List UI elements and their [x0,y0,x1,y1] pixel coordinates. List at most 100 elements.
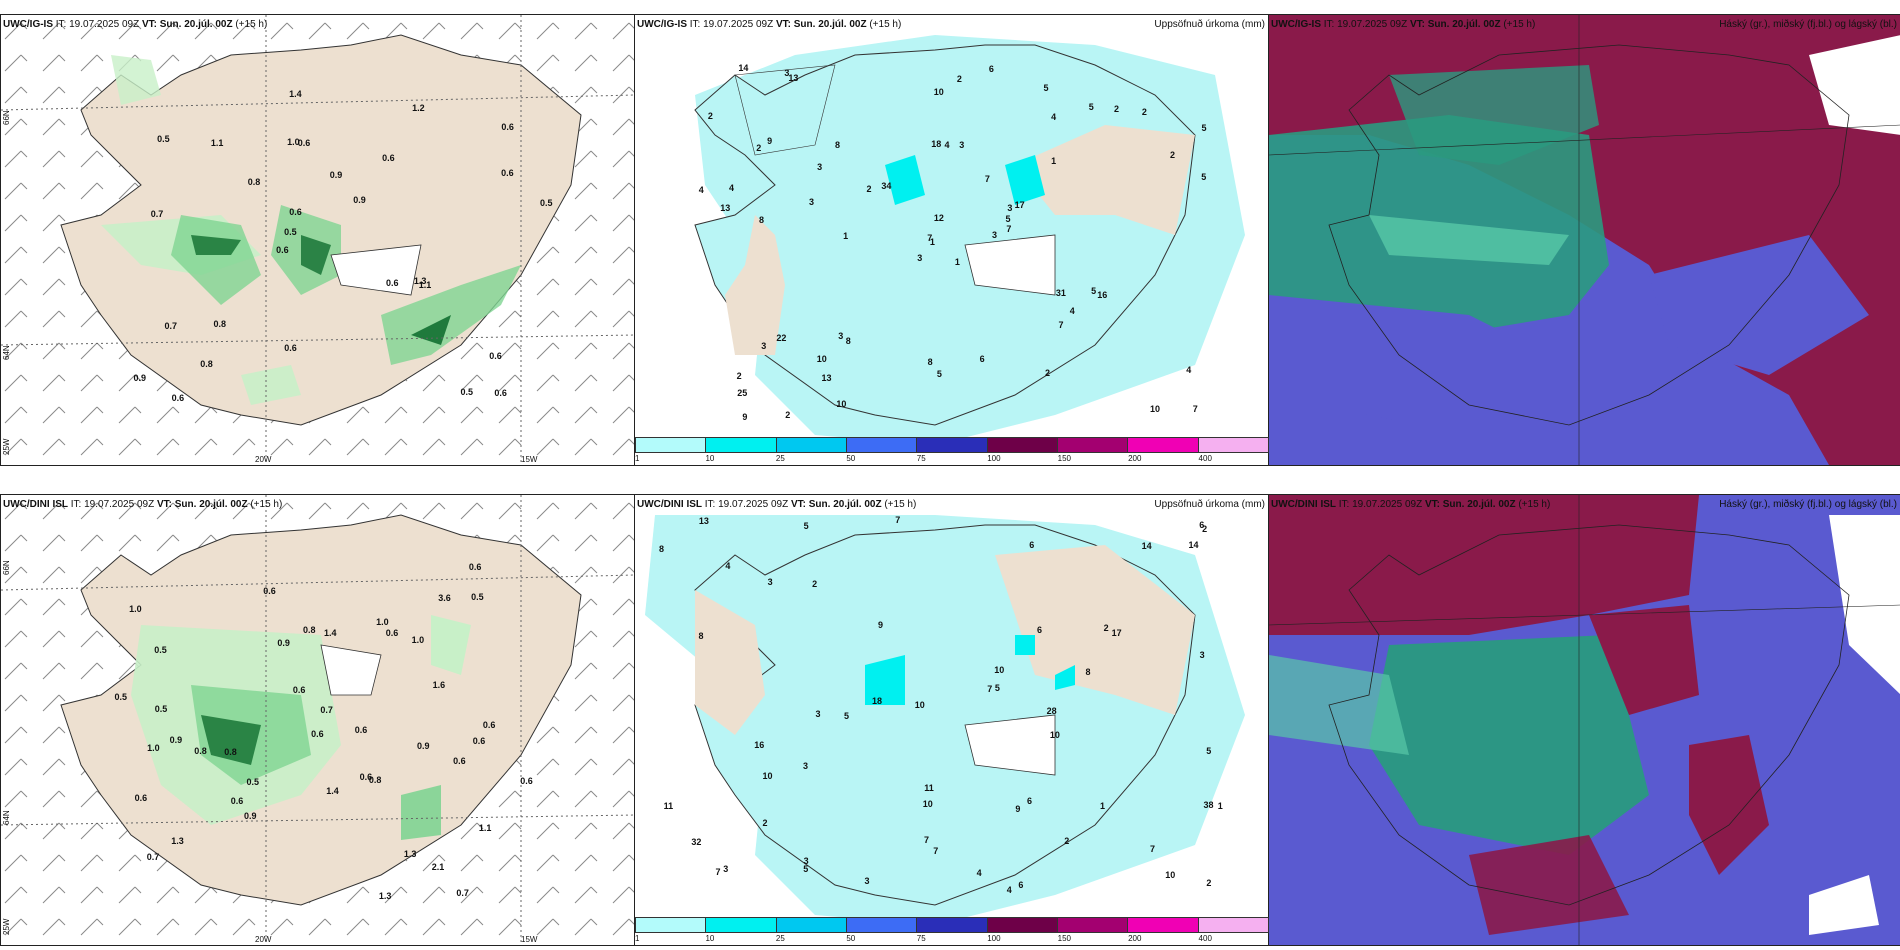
map-value-label: 0.9 [244,810,257,821]
map-value-label: 1.0 [376,616,389,627]
map-value-label: 1.3 [378,891,392,902]
map-value-label: 0.6 [385,628,399,639]
wind-map [1,495,635,945]
map-value-label: 2 [762,818,768,829]
map-value-label: 10 [933,87,944,98]
map-value-label: 0.6 [311,729,324,739]
map-value-label: 5 [844,711,850,722]
map-value-label: 9 [1015,804,1021,815]
map-value-label: 5 [1201,171,1207,182]
map-value-label: 1.3 [171,836,184,847]
wind-map-panel-bottom: UWC/DINI ISL IT: 19.07.2025 09Z VT: Sun.… [0,494,636,946]
colorbar-tick: 400 [1198,934,1212,943]
map-value-label: 3 [917,253,923,264]
map-value-label: 2 [1103,622,1109,633]
map-value-label: 3.6 [438,592,451,603]
map-value-label: 1 [843,230,849,241]
map-value-label: 4 [698,184,704,195]
map-value-label: 3 [784,68,790,79]
map-value-label: 7 [1058,320,1064,331]
precip-map-panel-top: UWC/IG-IS IT: 19.07.2025 09Z VT: Sun. 20… [634,14,1270,466]
map-value-label: 10 [994,665,1005,676]
precip-map-panel-bottom: UWC/DINI ISL IT: 19.07.2025 09Z VT: Sun.… [634,494,1270,946]
colorbar-swatch [845,437,917,453]
map-value-label: 0.9 [416,740,430,751]
map-value-label: 2 [1206,878,1212,889]
colorbar-tick: 400 [1198,454,1212,463]
colorbar-tick: 75 [916,454,926,463]
colorbar-tick: 25 [775,454,785,463]
map-value-label: 3 [864,876,870,887]
map-value-label: 3 [767,577,773,588]
map-value-label: 7 [895,515,901,526]
map-value-label: 0.6 [494,387,507,398]
map-value-label: 31 [1055,287,1066,298]
map-value-label: 5 [1201,123,1207,134]
map-value-label: 1.3 [403,848,417,859]
colorbar-swatch [916,437,987,453]
colorbar-swatch [635,917,706,933]
map-value-label: 7 [1149,844,1155,855]
colorbar-swatch [845,917,917,933]
colorbar-swatch [705,437,776,453]
map-value-label: 5 [1005,213,1011,224]
colorbar-swatch [705,917,776,933]
colorbar-swatch [986,917,1057,933]
map-value-label: 10 [1149,403,1160,414]
map-value-label: 16 [754,740,765,751]
wind-map-panel-top: UWC/IG-IS IT: 19.07.2025 09Z VT: Sun. 20… [0,14,636,466]
map-value-label: 3 [803,761,809,772]
map-value-label: 0.5 [154,704,168,715]
map-value-label: 2 [1044,368,1050,379]
lon-label-15w: 15W [521,455,538,464]
lat-label-66n: 66N [2,110,11,125]
colorbar-tick: 100 [987,934,1001,943]
lat-label-25w: 25W [2,918,11,935]
lat-label-64n: 64N [2,810,11,825]
colorbar-swatch [1197,917,1269,933]
colorbar-tick: 150 [1057,454,1072,463]
map-value-label: 0.8 [247,177,261,188]
colorbar-tick: 50 [846,934,856,943]
map-value-label: 0.9 [133,372,146,383]
map-value-label: 3 [803,856,809,867]
map-value-label: 0.9 [169,734,183,745]
map-value-label: 1.3 [413,275,427,286]
map-value-label: 12 [933,213,944,224]
colorbar-tick: 150 [1057,934,1072,943]
map-value-label: 2 [1170,150,1176,161]
map-value-label: 1.1 [478,822,492,833]
map-value-label: 10 [762,771,773,782]
map-value-label: 5 [936,369,942,380]
map-value-label: 0.5 [114,692,128,703]
map-value-label: 5 [1088,102,1094,113]
map-value-label: 0.9 [277,637,290,648]
map-value-label: 11 [663,800,674,811]
lat-label-64n: 64N [2,345,11,360]
map-value-label: 1 [929,237,935,248]
map-value-label: 0.5 [284,226,297,237]
map-value-label: 0.6 [297,138,311,149]
map-value-label: 4 [725,560,731,571]
map-value-label: 9 [878,619,884,630]
map-value-label: 18 [931,138,942,149]
map-value-label: 6 [1037,625,1043,635]
wind-map [1,15,635,465]
map-value-label: 11 [924,783,934,794]
map-value-label: 2 [736,371,742,382]
map-value-label: 8 [845,336,851,347]
colorbar-swatch [1127,437,1198,453]
map-value-label: 2 [1113,104,1119,115]
map-value-label: 0.9 [353,194,366,205]
precip-colorbar: 1 10 25 50 75 100 150 200 400 [635,917,1269,945]
map-value-label: 7 [1192,404,1198,415]
map-value-label: 3 [815,708,821,719]
map-value-label: 38 [1203,799,1214,810]
map-value-label: 9 [767,135,773,146]
colorbar-tick: 10 [705,454,715,463]
map-value-label: 0.8 [368,774,382,785]
precip-title: Uppsöfnuð úrkoma (mm) [1154,499,1265,510]
lon-label-20w: 20W [255,935,272,944]
colorbar-tick: 10 [705,934,715,943]
map-value-label: 0.6 [468,562,482,573]
